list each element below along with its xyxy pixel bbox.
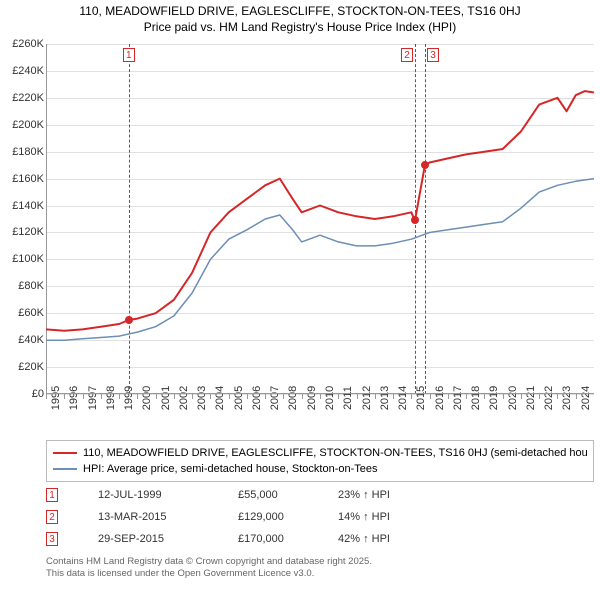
event-price: £129,000: [238, 511, 338, 523]
title-address: 110, MEADOWFIELD DRIVE, EAGLESCLIFFE, ST…: [0, 4, 600, 18]
series-marker: [411, 216, 419, 224]
events-table: 1 12-JUL-1999£55,00023% ↑ HPI 2 13-MAR-2015…: [46, 484, 594, 550]
x-tick-mark: [265, 394, 266, 399]
event-delta: 23% ↑ HPI: [338, 489, 594, 501]
y-tick-label: £0: [2, 388, 44, 400]
event-row: 3 29-SEP-2015£170,00042% ↑ HPI: [46, 528, 594, 550]
y-tick-label: £240K: [2, 65, 44, 77]
event-row: 1 12-JUL-1999£55,00023% ↑ HPI: [46, 484, 594, 506]
event-row: 2 13-MAR-2015£129,00014% ↑ HPI: [46, 506, 594, 528]
chart-container: 110, MEADOWFIELD DRIVE, EAGLESCLIFFE, ST…: [0, 0, 600, 590]
event-date: 13-MAR-2015: [98, 511, 238, 523]
event-num-box: 2: [46, 510, 58, 524]
x-tick-mark: [101, 394, 102, 399]
legend-item-hpi: HPI: Average price, semi-detached house,…: [53, 461, 587, 477]
y-tick-label: £180K: [2, 146, 44, 158]
x-tick-mark: [174, 394, 175, 399]
event-date: 12-JUL-1999: [98, 489, 238, 501]
y-tick-label: £100K: [2, 253, 44, 265]
x-tick-mark: [210, 394, 211, 399]
x-tick-mark: [357, 394, 358, 399]
x-tick-mark: [576, 394, 577, 399]
x-tick-mark: [64, 394, 65, 399]
title-block: 110, MEADOWFIELD DRIVE, EAGLESCLIFFE, ST…: [0, 0, 600, 34]
x-tick-mark: [192, 394, 193, 399]
y-tick-label: £160K: [2, 173, 44, 185]
event-price: £55,000: [238, 489, 338, 501]
x-tick-mark: [46, 394, 47, 399]
legend-swatch-property: [53, 452, 77, 454]
y-tick-label: £140K: [2, 200, 44, 212]
series-line-property: [46, 91, 594, 331]
x-tick-mark: [448, 394, 449, 399]
x-tick-mark: [430, 394, 431, 399]
x-tick-mark: [119, 394, 120, 399]
y-tick-label: £60K: [2, 307, 44, 319]
title-subtitle: Price paid vs. HM Land Registry's House …: [0, 20, 600, 34]
legend-item-property: 110, MEADOWFIELD DRIVE, EAGLESCLIFFE, ST…: [53, 445, 587, 461]
y-tick-label: £20K: [2, 361, 44, 373]
legend-swatch-hpi: [53, 468, 77, 470]
x-tick-mark: [338, 394, 339, 399]
event-delta: 42% ↑ HPI: [338, 533, 594, 545]
series-marker: [421, 161, 429, 169]
series-marker: [125, 316, 133, 324]
legend: 110, MEADOWFIELD DRIVE, EAGLESCLIFFE, ST…: [46, 440, 594, 482]
y-tick-label: £80K: [2, 280, 44, 292]
x-tick-mark: [320, 394, 321, 399]
x-tick-mark: [283, 394, 284, 399]
x-tick-mark: [484, 394, 485, 399]
x-tick-mark: [137, 394, 138, 399]
x-tick-mark: [521, 394, 522, 399]
event-delta: 14% ↑ HPI: [338, 511, 594, 523]
event-num-box: 3: [46, 532, 58, 546]
event-date: 29-SEP-2015: [98, 533, 238, 545]
x-tick-mark: [393, 394, 394, 399]
x-tick-mark: [503, 394, 504, 399]
footer: Contains HM Land Registry data © Crown c…: [46, 556, 594, 581]
x-tick-mark: [466, 394, 467, 399]
x-tick-mark: [229, 394, 230, 399]
y-tick-label: £40K: [2, 334, 44, 346]
y-tick-label: £200K: [2, 119, 44, 131]
legend-label-hpi: HPI: Average price, semi-detached house,…: [83, 463, 378, 475]
x-tick-mark: [83, 394, 84, 399]
event-price: £170,000: [238, 533, 338, 545]
x-tick-mark: [375, 394, 376, 399]
footer-line1: Contains HM Land Registry data © Crown c…: [46, 556, 594, 568]
y-tick-label: £260K: [2, 38, 44, 50]
event-num-box: 1: [46, 488, 58, 502]
x-tick-mark: [247, 394, 248, 399]
y-tick-label: £120K: [2, 226, 44, 238]
x-tick-mark: [156, 394, 157, 399]
y-tick-label: £220K: [2, 92, 44, 104]
series-lines: [46, 44, 594, 394]
x-tick-mark: [302, 394, 303, 399]
legend-label-property: 110, MEADOWFIELD DRIVE, EAGLESCLIFFE, ST…: [83, 447, 588, 459]
x-tick-mark: [411, 394, 412, 399]
x-tick-mark: [557, 394, 558, 399]
x-tick-mark: [539, 394, 540, 399]
footer-line2: This data is licensed under the Open Gov…: [46, 568, 594, 580]
